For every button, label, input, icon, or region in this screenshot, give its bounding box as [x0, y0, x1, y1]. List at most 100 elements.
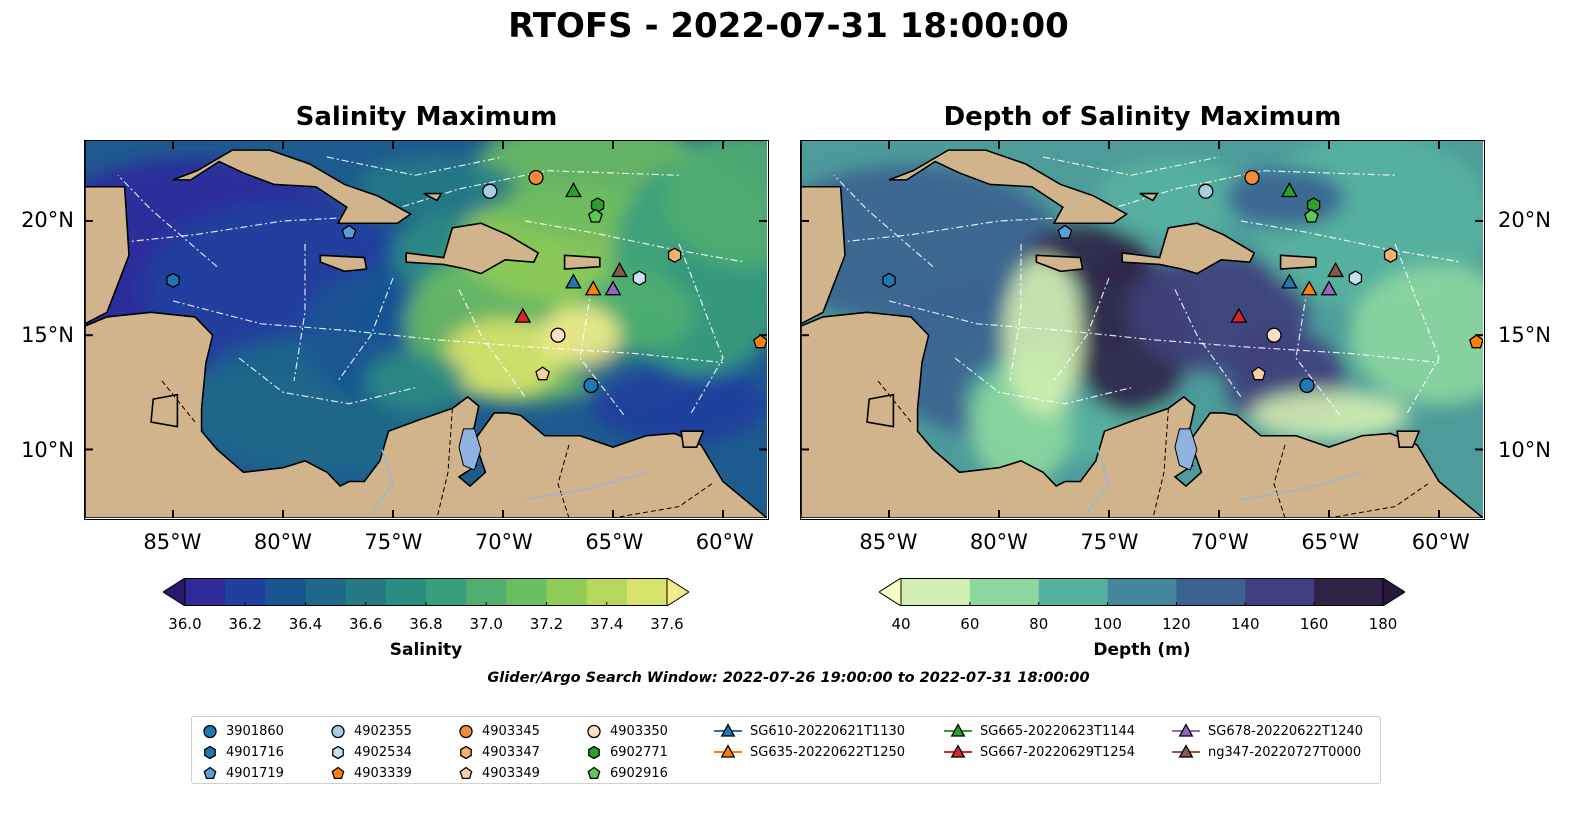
- map-marker-SG610-20220621T1130[interactable]: [1280, 273, 1298, 289]
- map-marker-6902771[interactable]: [1306, 197, 1321, 213]
- colorbar-tick-label: 37.2: [529, 615, 564, 633]
- map-marker-SG635-20220622T1250[interactable]: [1300, 280, 1318, 296]
- figure-title: RTOFS - 2022-07-31 18:00:00: [508, 6, 1069, 46]
- pentagon-marker-icon: [331, 766, 345, 779]
- salinity-map[interactable]: [84, 140, 769, 520]
- map-marker-SG635-20220622T1250[interactable]: [584, 280, 602, 296]
- map-marker-SG667-20220629T1254[interactable]: [514, 307, 532, 323]
- legend-item-ng347-20220727T0000: ng347-20220727T0000: [1172, 742, 1361, 762]
- colorbar-tick-label: 37.4: [590, 615, 624, 633]
- map-marker-4903339[interactable]: [1469, 334, 1484, 349]
- legend-item-label: 3901860: [226, 723, 284, 739]
- map-marker-SG665-20220623T1144[interactable]: [564, 181, 582, 198]
- search-window-caption: Glider/Argo Search Window: 2022-07-26 19…: [487, 670, 1090, 686]
- map-marker-4901719[interactable]: [341, 224, 357, 239]
- map-marker-4903347[interactable]: [1383, 247, 1398, 263]
- legend-item-4902355: 4902355: [330, 721, 412, 741]
- circle-marker-icon: [459, 724, 473, 739]
- lon-tick-label: 70°W: [1190, 530, 1249, 554]
- legend-item-label: 4903349: [482, 765, 540, 781]
- map-marker-4901716[interactable]: [882, 272, 896, 289]
- map-marker-6902916[interactable]: [1304, 208, 1319, 223]
- legend-item-label: 6902916: [610, 765, 668, 781]
- legend-item-4903339: 4903339: [330, 763, 412, 783]
- map-marker-ng347-20220727T0000[interactable]: [611, 261, 629, 278]
- map-marker-6902771[interactable]: [590, 197, 605, 213]
- lon-tick-label: 85°W: [859, 530, 918, 554]
- salinity-colorbar-canvas: [162, 577, 690, 607]
- map-marker-4903350[interactable]: [1266, 327, 1282, 343]
- legend: 3901860 4901716 4901719 4902355 4902534 49033…: [191, 716, 1381, 784]
- legend-item-4901719: 4901719: [202, 763, 284, 783]
- map-marker-SG665-20220623T1144[interactable]: [1280, 181, 1298, 198]
- legend-item-label: 4901719: [226, 765, 284, 781]
- colorbar-tick-label: 36.6: [349, 615, 383, 633]
- pentagon-marker-icon: [203, 766, 217, 779]
- colorbar-tick-label: 120: [1162, 615, 1191, 633]
- colorbar-tick-label: 36.8: [409, 615, 443, 633]
- lat-tick-label: 15°N: [21, 322, 74, 347]
- map-marker-3901860[interactable]: [583, 377, 599, 394]
- triangle-marker-icon: [1172, 744, 1200, 758]
- map-marker-4901719[interactable]: [1057, 224, 1073, 239]
- depth-colorbar: [878, 577, 1406, 607]
- map-marker-4903339[interactable]: [753, 334, 768, 349]
- lat-tick-label: 20°N: [21, 207, 74, 232]
- salinity-map-canvas: [85, 141, 768, 519]
- colorbar-tick-label: 36.0: [168, 615, 202, 633]
- legend-item-label: 4903347: [482, 744, 540, 760]
- legend-item-4902534: 4902534: [330, 742, 412, 762]
- colorbar-tick-label: 37.6: [650, 615, 684, 633]
- lon-tick-label: 60°W: [1411, 530, 1470, 554]
- legend-item-label: 4903339: [354, 765, 412, 781]
- map-marker-4902534[interactable]: [632, 270, 647, 286]
- triangle-marker-icon: [1172, 723, 1200, 737]
- map-marker-4902534[interactable]: [1348, 270, 1363, 286]
- lon-tick-label: 65°W: [1301, 530, 1360, 554]
- colorbar-tick-label: 80: [1029, 615, 1049, 633]
- legend-item-6902771: 6902771: [586, 742, 668, 762]
- hexagon-marker-icon: [332, 745, 344, 760]
- lon-tick-label: 75°W: [1080, 530, 1139, 554]
- map-marker-SG678-20220622T1240[interactable]: [1320, 280, 1338, 296]
- pentagon-marker-icon: [459, 766, 473, 779]
- map-marker-4903350[interactable]: [550, 327, 566, 343]
- legend-item-label: 4903345: [482, 723, 540, 739]
- legend-item-label: SG678-20220622T1240: [1208, 723, 1364, 739]
- map-marker-SG610-20220621T1130[interactable]: [564, 273, 582, 289]
- panel-title-salinity: Salinity Maximum: [295, 102, 558, 132]
- depth-map[interactable]: [800, 140, 1485, 520]
- map-marker-ng347-20220727T0000[interactable]: [1327, 261, 1345, 278]
- circle-marker-icon: [331, 724, 345, 739]
- map-marker-SG678-20220622T1240[interactable]: [604, 280, 622, 296]
- legend-item-SG667-20220629T1254: SG667-20220629T1254: [944, 742, 1135, 762]
- triangle-marker-icon: [714, 723, 742, 737]
- map-marker-3901860[interactable]: [1299, 377, 1315, 394]
- legend-item-4903350: 4903350: [586, 721, 668, 741]
- lat-tick-label: 20°N: [1498, 207, 1551, 232]
- lat-tick-label: 10°N: [1498, 437, 1551, 462]
- colorbar-tick-label: 36.2: [228, 615, 262, 633]
- legend-item-SG635-20220622T1250: SG635-20220622T1250: [714, 742, 905, 762]
- map-marker-4903345[interactable]: [528, 169, 544, 186]
- map-marker-SG667-20220629T1254[interactable]: [1230, 307, 1248, 323]
- legend-item-label: ng347-20220727T0000: [1208, 744, 1362, 760]
- legend-item-SG665-20220623T1144: SG665-20220623T1144: [944, 721, 1135, 741]
- legend-item-SG610-20220621T1130: SG610-20220621T1130: [714, 721, 905, 741]
- salinity-colorbar: [162, 577, 690, 607]
- map-marker-4903345[interactable]: [1244, 169, 1260, 186]
- circle-marker-icon: [587, 724, 601, 739]
- triangle-marker-icon: [944, 723, 972, 737]
- map-marker-4903347[interactable]: [667, 247, 682, 263]
- legend-item-label: SG665-20220623T1144: [980, 723, 1136, 739]
- map-marker-6902916[interactable]: [588, 208, 603, 223]
- map-marker-4903349[interactable]: [535, 366, 550, 381]
- map-marker-4902355[interactable]: [1198, 183, 1214, 199]
- legend-item-4903347: 4903347: [458, 742, 540, 762]
- map-marker-4901716[interactable]: [166, 272, 180, 289]
- map-marker-4903349[interactable]: [1251, 366, 1266, 381]
- legend-item-label: 4902355: [354, 723, 412, 739]
- colorbar-tick-label: 180: [1368, 615, 1398, 633]
- map-marker-4902355[interactable]: [482, 183, 498, 199]
- lon-tick-label: 85°W: [143, 530, 202, 554]
